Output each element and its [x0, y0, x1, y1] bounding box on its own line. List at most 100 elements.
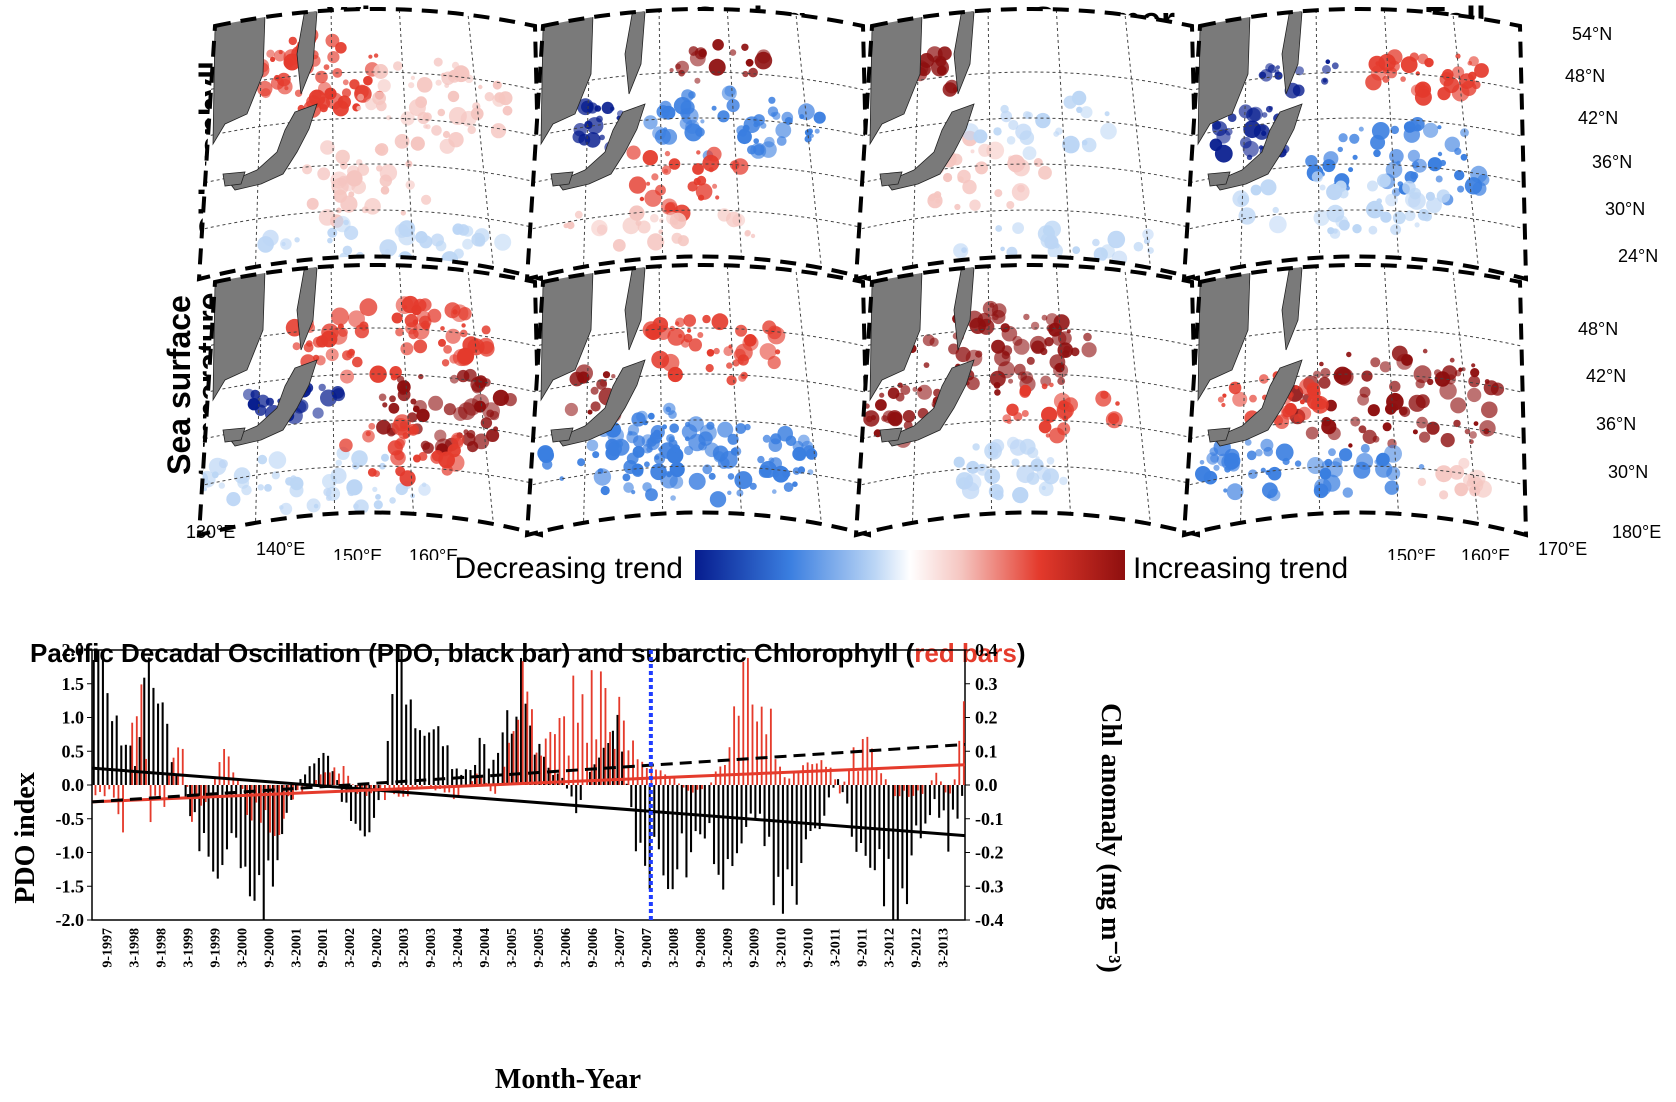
pdo-bar [184, 785, 187, 798]
chl-bar [296, 785, 299, 791]
land-sakhalin [296, 265, 318, 351]
chl-bar [742, 661, 745, 785]
chl-bar [475, 773, 478, 785]
y-tick-left: -1.0 [56, 843, 85, 863]
pdo-bar [221, 785, 224, 866]
pdo-bar [409, 699, 412, 785]
chl-bar [163, 785, 166, 807]
chl-bar [696, 785, 699, 790]
pdo-bar [469, 770, 472, 785]
y-tick-left: 0.5 [62, 741, 85, 761]
lat-label-42n-sst: 42°N [1586, 366, 1626, 386]
pdo-bar [924, 785, 927, 824]
pdo-bar [703, 785, 706, 839]
chl-bar [508, 742, 510, 785]
pdo-bar [611, 730, 614, 785]
chl-bar [250, 785, 253, 821]
pdo-bar [538, 743, 541, 785]
pdo-bar [772, 785, 775, 906]
chl-bar [356, 785, 359, 794]
chl-bar [871, 748, 873, 785]
map-panel-sst-spring [524, 263, 872, 538]
x-tick-label: 3-2007 [613, 928, 628, 968]
chl-bar [678, 783, 680, 785]
chl-bar [416, 785, 418, 790]
land-sakhalin [624, 265, 646, 351]
chl-bar [756, 721, 759, 785]
pdo-bar [239, 785, 242, 869]
x-tick-label: 3-1998 [128, 928, 143, 968]
pdo-bar [134, 766, 137, 785]
map-frame [853, 263, 1201, 538]
pdo-bar [372, 785, 376, 818]
chl-bar [494, 785, 497, 794]
chl-bar [549, 731, 552, 785]
chl-bar [112, 785, 115, 798]
chl-bar [241, 785, 244, 789]
pdo-bar [837, 779, 840, 785]
lon-label-180e-fall: 180°E [1612, 522, 1661, 542]
plot-frame [91, 649, 966, 921]
chl-bar [650, 767, 653, 785]
pdo-bar [478, 737, 481, 785]
y-tick-left: 0.0 [62, 775, 85, 795]
chl-bar [838, 785, 841, 794]
pdo-bar [754, 785, 757, 820]
x-tick-label: 9-2009 [748, 928, 763, 968]
x-tick-label: 3-2008 [667, 928, 682, 968]
chl-bar [884, 779, 887, 785]
pdo-bar [276, 785, 279, 861]
pdo-bar [285, 785, 288, 813]
pdo-bar [882, 785, 886, 907]
chl-bar [333, 767, 336, 785]
pdo-bar [818, 785, 821, 830]
chl-bar [342, 766, 345, 785]
chl-bar [806, 762, 809, 785]
pdo-bar [474, 764, 477, 785]
chl-bar [962, 701, 965, 785]
chl-bar [655, 769, 657, 785]
chl-bar [301, 785, 304, 793]
pdo-bar [667, 785, 670, 890]
chl-bar [590, 670, 593, 785]
lat-label-24n: 24°N [1618, 246, 1658, 266]
pdo-bar [428, 732, 431, 785]
pdo-bar [565, 785, 569, 789]
chl-bar [779, 766, 781, 785]
row-label-sst-line1: Sea surface [161, 295, 197, 475]
land-japan [1213, 359, 1303, 447]
pdo-bar [487, 768, 490, 785]
x-tick-label: 3-2003 [397, 928, 412, 968]
chl-bar [315, 780, 317, 785]
pdo-bar [386, 740, 389, 785]
chl-bar [122, 785, 124, 833]
chl-bar [618, 696, 621, 785]
pdo-bar [938, 785, 941, 818]
pdo-bar [717, 785, 720, 875]
pdo-bar [483, 744, 486, 785]
pdo-bar [561, 777, 564, 785]
lat-label-54n: 54°N [1572, 24, 1612, 44]
pdo-bar [115, 715, 118, 785]
pdo-bar [157, 703, 160, 785]
chl-bar [572, 675, 575, 785]
y-tick-left: 2.0 [62, 640, 85, 660]
chl-bar [255, 785, 258, 803]
chl-bar [866, 736, 869, 785]
chl-bar [733, 706, 736, 785]
x-tick-label: 9-2005 [532, 928, 547, 968]
x-axis-label: Month-Year [495, 1064, 641, 1095]
pdo-bar [510, 733, 513, 785]
chl-bar [227, 756, 230, 785]
chl-bar [374, 785, 377, 792]
chl-bar [287, 785, 290, 797]
land-korea [222, 171, 246, 187]
land-sakhalin [953, 9, 975, 95]
chl-bar [687, 785, 690, 791]
chart-title-red: red bars [914, 638, 1017, 668]
pdo-bar [317, 757, 320, 785]
chl-bar [232, 772, 235, 785]
x-tick-label: 3-2010 [775, 928, 790, 968]
chl-bar [861, 739, 864, 785]
chl-bar [168, 774, 170, 785]
